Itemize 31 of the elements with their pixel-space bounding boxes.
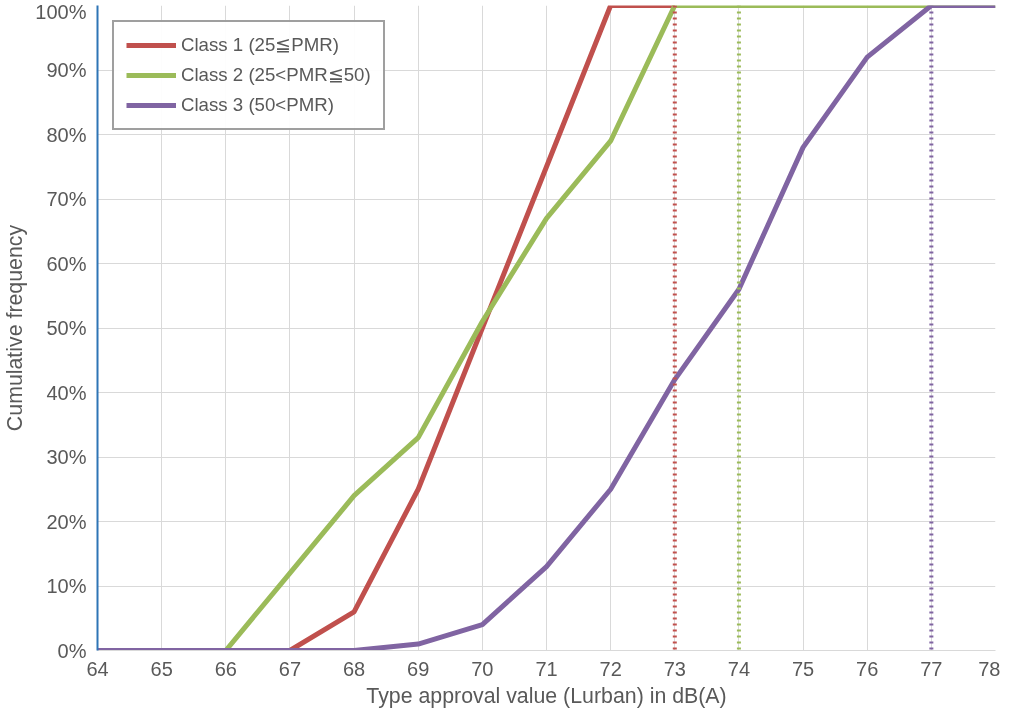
y-tick-label: 80% bbox=[46, 123, 87, 146]
x-axis-title: Type approval value (Lurban) in dB(A) bbox=[366, 683, 727, 708]
y-tick-label: 50% bbox=[46, 317, 87, 339]
x-tick-label: 68 bbox=[342, 657, 366, 680]
x-tick-label: 70 bbox=[471, 657, 494, 680]
x-tick-label: 73 bbox=[663, 657, 686, 680]
x-tick-label: 78 bbox=[978, 657, 1001, 680]
y-tick-label: 100% bbox=[35, 0, 87, 23]
y-tick-label: 30% bbox=[46, 446, 87, 468]
y-tick-label: 90% bbox=[46, 59, 87, 81]
legend-label: Class 1 (25≦PMR) bbox=[181, 34, 340, 56]
y-tick-label: 70% bbox=[46, 188, 87, 210]
x-tick-label: 77 bbox=[920, 657, 943, 680]
x-tick-label: 74 bbox=[727, 657, 751, 680]
x-tick-label: 72 bbox=[599, 657, 622, 680]
y-axis-title: Cumulative frequency bbox=[3, 224, 28, 432]
y-tick-label: 0% bbox=[57, 639, 87, 662]
y-tick-label: 60% bbox=[46, 252, 87, 275]
y-tick-label: 10% bbox=[46, 575, 87, 597]
x-tick-label: 75 bbox=[791, 657, 815, 680]
x-tick-label: 71 bbox=[535, 657, 558, 680]
x-tick-label: 65 bbox=[150, 657, 173, 680]
x-tick-label: 64 bbox=[86, 657, 109, 680]
legend-label: Class 2 (25<PMR≦50) bbox=[181, 64, 371, 86]
y-tick-label: 20% bbox=[46, 510, 87, 533]
x-tick-label: 67 bbox=[278, 657, 302, 680]
legend-label: Class 3 (50<PMR) bbox=[181, 94, 334, 116]
x-tick-label: 66 bbox=[214, 657, 237, 680]
x-tick-label: 76 bbox=[856, 657, 879, 680]
x-tick-label: 69 bbox=[407, 657, 430, 680]
y-tick-label: 40% bbox=[46, 381, 87, 404]
